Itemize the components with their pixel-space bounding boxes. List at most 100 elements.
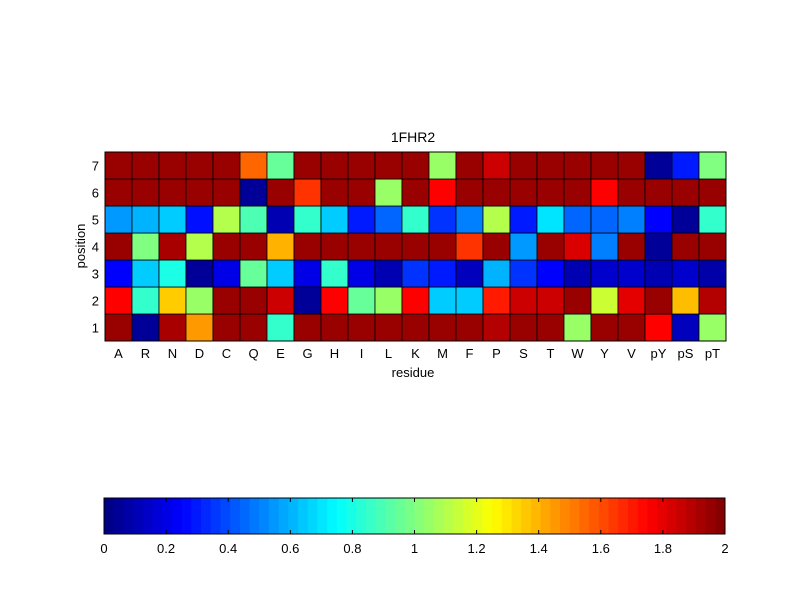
x-axis-label: residue <box>392 365 435 380</box>
heatmap-cell-3-K <box>401 259 430 288</box>
x-tick-label: D <box>195 346 204 361</box>
colorbar-tick-label: 0.2 <box>157 541 175 556</box>
colorbar-segment <box>181 498 192 534</box>
heatmap-cell-5-A <box>104 205 133 234</box>
heatmap-cell-2-D <box>185 286 214 315</box>
x-tick-label: T <box>547 346 555 361</box>
colorbar-tick-label: 0.4 <box>219 541 237 556</box>
colorbar-segment <box>307 498 318 534</box>
colorbar-segment <box>142 498 154 534</box>
colorbar-segment <box>113 498 124 534</box>
colorbar <box>104 498 726 534</box>
x-tick-label: S <box>519 346 528 361</box>
x-tick-label: V <box>627 346 636 361</box>
heatmap-cell-1-H <box>320 313 349 342</box>
x-tick-label: P <box>492 346 501 361</box>
heatmap-cell-6-I <box>347 178 376 207</box>
heatmap-cell-5-G <box>293 205 322 234</box>
heatmap-cell-4-F <box>455 232 484 261</box>
x-tick-label: Y <box>600 346 609 361</box>
heatmap-cell-7-R <box>131 151 160 180</box>
colorbar-tick-label: 0.8 <box>343 541 361 556</box>
heatmap-cell-2-pS <box>671 286 700 315</box>
heatmap-cell-6-A <box>104 178 133 207</box>
y-tick-label: 5 <box>92 213 99 228</box>
heatmap-cell-1-D <box>185 313 214 342</box>
heatmap-cell-6-V <box>617 178 646 207</box>
heatmap-cell-2-C <box>212 286 241 315</box>
colorbar-segment <box>288 498 299 534</box>
heatmap-cell-6-S <box>509 178 538 207</box>
heatmap-cell-6-K <box>401 178 430 207</box>
heatmap-cell-5-T <box>536 205 565 234</box>
y-tick-label: 7 <box>92 159 99 174</box>
heatmap-cell-1-R <box>131 313 160 342</box>
heatmap-cell-7-F <box>455 151 484 180</box>
colorbar-segment <box>686 498 697 534</box>
heatmap-cell-5-E <box>266 205 295 234</box>
heatmap-cell-2-Q <box>239 286 268 315</box>
colorbar-tick-label: 0 <box>100 541 107 556</box>
heatmap-cells <box>104 151 727 342</box>
heatmap-cell-1-A <box>104 313 133 342</box>
x-tick-label: W <box>571 346 584 361</box>
heatmap-cell-4-I <box>347 232 376 261</box>
colorbar-segment <box>540 498 551 534</box>
heatmap-cell-3-M <box>428 259 457 288</box>
heatmap-cell-4-E <box>266 232 295 261</box>
colorbar-segment <box>579 498 590 534</box>
heatmap-cell-7-K <box>401 151 430 180</box>
heatmap-cell-3-F <box>455 259 484 288</box>
colorbar-segment <box>482 498 493 534</box>
colorbar-segment <box>239 498 251 534</box>
x-tick-label: L <box>385 346 392 361</box>
heatmap-cell-3-I <box>347 259 376 288</box>
heatmap-cell-5-W <box>563 205 592 234</box>
heatmap-cell-5-D <box>185 205 214 234</box>
x-tick-label: pT <box>705 346 720 361</box>
x-tick-label: H <box>330 346 339 361</box>
heatmap-cell-3-R <box>131 259 160 288</box>
heatmap-cell-5-H <box>320 205 349 234</box>
heatmap-cell-2-F <box>455 286 484 315</box>
colorbar-segment <box>162 498 173 534</box>
heatmap-cell-5-pT <box>698 205 727 234</box>
colorbar-tick-label: 1.6 <box>592 541 610 556</box>
heatmap-cell-3-H <box>320 259 349 288</box>
heatmap-cell-4-pT <box>698 232 727 261</box>
heatmap-cell-6-pY <box>644 178 673 207</box>
heatmap-cell-3-D <box>185 259 214 288</box>
heatmap-cell-6-L <box>374 178 403 207</box>
heatmap-cell-2-M <box>428 286 457 315</box>
colorbar-ticks: 0 0.2 0.4 0.6 0.8 1 1.2 1.4 1.6 1.8 2 <box>100 498 729 556</box>
colorbar-segment <box>676 498 687 534</box>
y-axis-ticks: 1 2 3 4 5 6 7 <box>92 159 99 336</box>
colorbar-segment <box>424 498 435 534</box>
heatmap-cell-1-I <box>347 313 376 342</box>
heatmap-cell-4-Q <box>239 232 268 261</box>
heatmap-cell-6-H <box>320 178 349 207</box>
heatmap-cell-4-D <box>185 232 214 261</box>
x-tick-label: I <box>360 346 364 361</box>
heatmap-cell-7-H <box>320 151 349 180</box>
heatmap-cell-6-pT <box>698 178 727 207</box>
heatmap-cell-6-P <box>482 178 511 207</box>
colorbar-segment <box>210 498 221 534</box>
heatmap-cell-1-V <box>617 313 646 342</box>
colorbar-segment <box>705 498 716 534</box>
heatmap-cell-5-Q <box>239 205 268 234</box>
colorbar-segment <box>433 498 445 534</box>
colorbar-segment <box>472 498 483 534</box>
heatmap-cell-5-pS <box>671 205 700 234</box>
heatmap-cell-3-pT <box>698 259 727 288</box>
heatmap-cell-4-S <box>509 232 538 261</box>
heatmap-cell-2-Y <box>590 286 619 315</box>
heatmap-cell-1-Y <box>590 313 619 342</box>
colorbar-segment <box>259 498 270 534</box>
heatmap-cell-3-N <box>158 259 187 288</box>
heatmap-cell-5-V <box>617 205 646 234</box>
heatmap-cell-3-pY <box>644 259 673 288</box>
colorbar-segment <box>414 498 425 534</box>
colorbar-segment <box>268 498 280 534</box>
heatmap-cell-7-pY <box>644 151 673 180</box>
